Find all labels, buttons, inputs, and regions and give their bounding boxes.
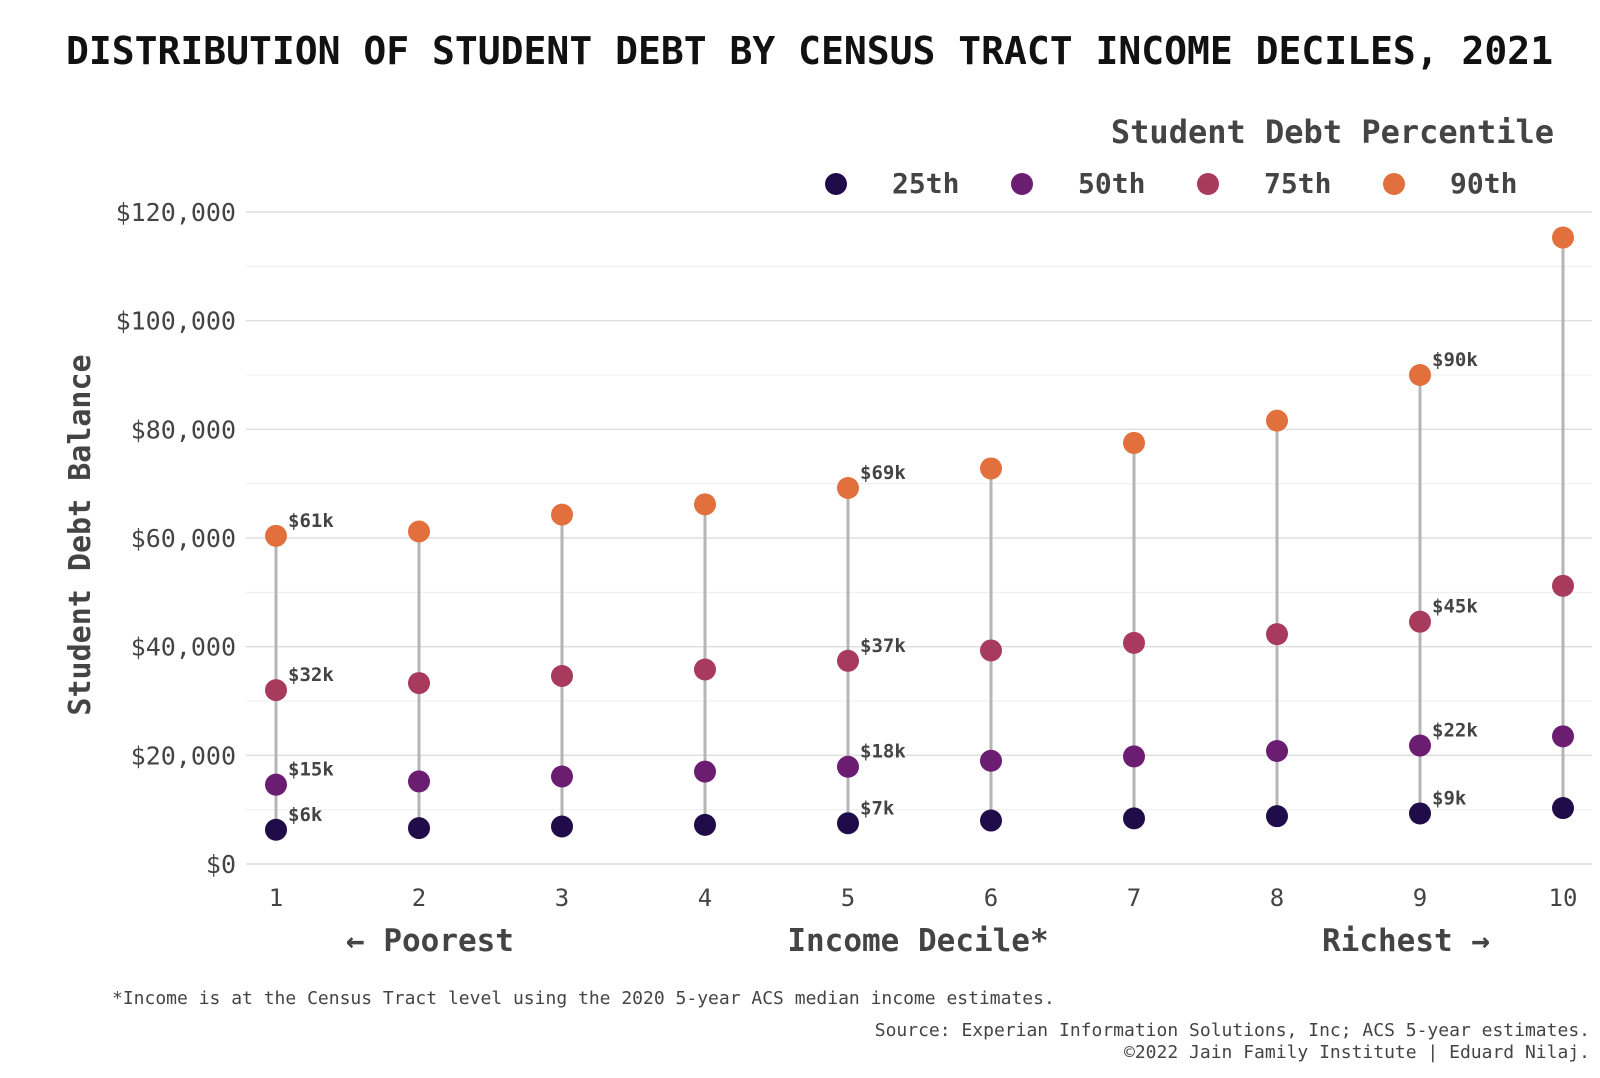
data-point (980, 809, 1002, 832)
y-tick-label: $0 (206, 850, 236, 879)
y-axis-ticks: $0 $20,000 $40,000 $60,000 $80,000 $100,000 $1… (116, 198, 236, 879)
data-point (1123, 807, 1145, 830)
y-tick-label: $120,000 (116, 198, 236, 227)
data-label: $45k (1432, 596, 1478, 618)
source-note: Source: Experian Information Solutions, … (875, 1020, 1590, 1041)
legend-label: 75th (1264, 167, 1331, 200)
data-point (1266, 805, 1288, 828)
x-tick-label: 10 (1549, 884, 1578, 912)
data-point (551, 665, 573, 688)
data-point (265, 818, 287, 841)
data-point (1552, 226, 1574, 249)
data-point (980, 749, 1002, 772)
data-point (265, 679, 287, 702)
data-point (1123, 431, 1145, 454)
data-label: $37k (860, 635, 906, 657)
data-point (694, 760, 716, 783)
x-tick-label: 4 (698, 884, 712, 912)
data-point (265, 773, 287, 796)
chart-title: DISTRIBUTION OF STUDENT DEBT BY CENSUS T… (66, 29, 1553, 73)
data-point (980, 457, 1002, 480)
footnote: *Income is at the Census Tract level usi… (112, 988, 1055, 1009)
data-points (265, 226, 1574, 841)
x-tick-label: 6 (984, 884, 998, 912)
x-tick-label: 9 (1413, 884, 1427, 912)
data-label: $7k (860, 797, 895, 819)
data-point (1266, 623, 1288, 646)
data-point (551, 765, 573, 788)
x-tick-label: 7 (1127, 884, 1141, 912)
range-lines (274, 237, 1565, 830)
data-point (551, 815, 573, 838)
legend: 25th 50th 75th 90th (825, 167, 1517, 200)
x-tick-label: 3 (555, 884, 569, 912)
x-tick-label: 8 (1270, 884, 1284, 912)
y-tick-label: $40,000 (131, 633, 236, 662)
data-label: $61k (288, 510, 334, 532)
data-label: $22k (1432, 720, 1478, 742)
data-point (1266, 739, 1288, 762)
credit-note: ©2022 Jain Family Institute | Eduard Nil… (1124, 1042, 1590, 1063)
legend-swatch (1383, 173, 1405, 195)
data-point (1552, 797, 1574, 820)
data-point (1409, 610, 1431, 633)
data-point (837, 477, 859, 500)
data-point (408, 520, 430, 543)
legend-title: Student Debt Percentile (1111, 113, 1554, 151)
data-point (265, 524, 287, 547)
data-point (1552, 725, 1574, 748)
legend-swatch (825, 173, 847, 195)
data-label: $18k (860, 741, 906, 763)
data-point (1409, 734, 1431, 757)
data-point (1266, 409, 1288, 432)
data-point (694, 658, 716, 681)
legend-swatch (1011, 173, 1033, 195)
y-tick-label: $80,000 (131, 415, 236, 444)
x-tick-label: 1 (269, 884, 283, 912)
x-axis-ticks: 1 2 3 4 5 6 7 8 9 10 (269, 884, 1578, 912)
data-point (408, 770, 430, 793)
y-tick-label: $100,000 (116, 307, 236, 336)
legend-swatch (1197, 173, 1219, 195)
data-point (837, 812, 859, 835)
data-point (837, 649, 859, 672)
legend-label: 90th (1450, 167, 1517, 200)
x-tick-label: 2 (412, 884, 426, 912)
data-point (408, 672, 430, 695)
y-tick-label: $20,000 (131, 741, 236, 770)
data-label: $9k (1432, 787, 1467, 809)
richest-note: Richest → (1322, 923, 1490, 959)
data-point (1123, 745, 1145, 768)
data-point (408, 817, 430, 840)
data-point (694, 493, 716, 516)
x-axis-label: Income Decile* (787, 923, 1048, 959)
y-axis-label: Student Debt Balance (63, 354, 98, 715)
data-label: $90k (1432, 349, 1478, 371)
data-label: $15k (288, 759, 334, 781)
data-labels: $6k $7k $9k $15k $18k $22k $32k $37k $45k $61k $69… (288, 349, 1478, 826)
gridlines (246, 211, 1592, 865)
data-label: $69k (860, 462, 906, 484)
data-point (1552, 574, 1574, 597)
data-label: $32k (288, 664, 334, 686)
y-tick-label: $60,000 (131, 524, 236, 553)
data-label: $6k (288, 804, 323, 826)
data-point (551, 503, 573, 526)
data-point (694, 813, 716, 836)
data-point (837, 755, 859, 778)
data-point (980, 639, 1002, 662)
poorest-note: ← Poorest (346, 923, 514, 959)
legend-label: 25th (892, 167, 959, 200)
data-point (1409, 802, 1431, 825)
data-point (1123, 631, 1145, 654)
legend-label: 50th (1078, 167, 1145, 200)
data-point (1409, 364, 1431, 386)
x-tick-label: 5 (841, 884, 855, 912)
